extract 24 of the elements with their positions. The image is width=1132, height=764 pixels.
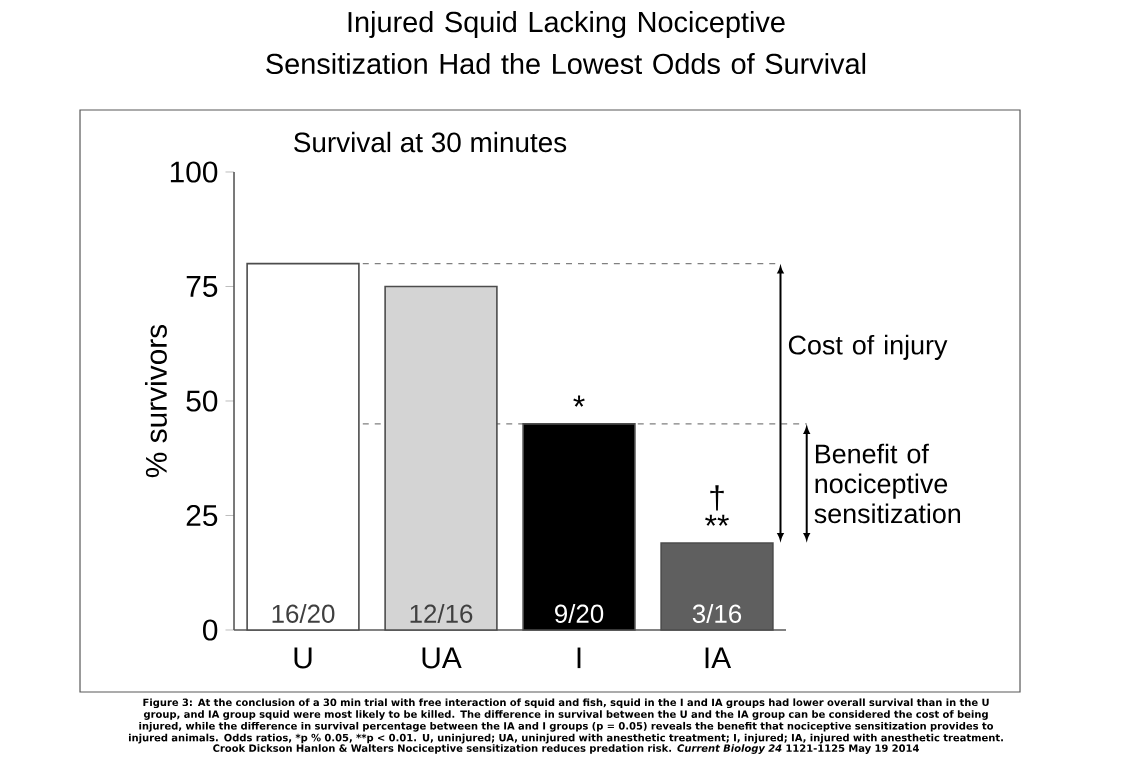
text: Cost of injury <box>788 334 948 360</box>
y-tick-label: 50 <box>186 390 218 412</box>
annotation: † <box>710 485 724 511</box>
y-axis-title: % survivors <box>144 324 167 478</box>
annotation: ** <box>705 514 729 526</box>
x-tick-label: U <box>294 647 312 669</box>
y-tick-label: 75 <box>186 276 218 297</box>
y-tick-label: 0 <box>203 619 218 641</box>
x-tick-label: UA <box>422 647 462 669</box>
y-tick-label: 100 <box>170 161 218 183</box>
annotation: 9/20 <box>555 603 604 623</box>
x-tick-label: IA <box>705 647 732 669</box>
annotation: 3/16 <box>692 603 742 623</box>
bar <box>384 285 498 631</box>
text: Benefit of nociceptive sensitization <box>814 443 961 524</box>
annotation: 16/20 <box>272 603 335 623</box>
chart-subtitle: Survival at 30 minutes <box>294 131 567 153</box>
annotation: 12/16 <box>410 603 473 623</box>
chart-title: Injured Squid Lacking Nociceptive Sensitization Had the Lowest Odds of Survival <box>266 11 866 75</box>
bar <box>522 423 636 631</box>
x-tick-label: I <box>577 647 581 669</box>
bar <box>246 262 360 631</box>
y-tick-label: 25 <box>186 504 218 527</box>
annotation: * <box>573 395 585 407</box>
